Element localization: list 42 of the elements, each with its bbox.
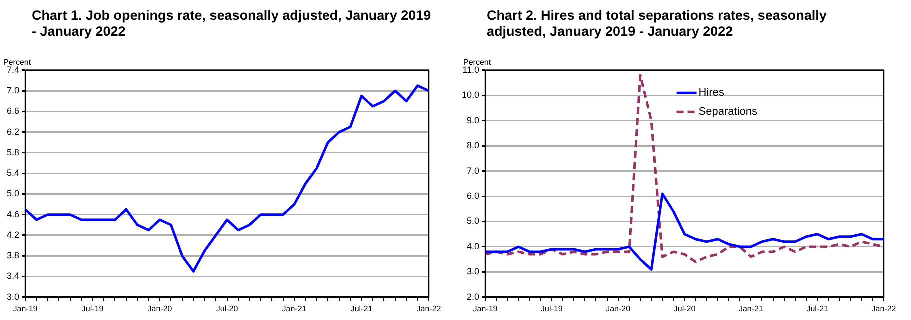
y-tick-label: 5.4 bbox=[6, 168, 20, 178]
x-tick-label: Jan-19 bbox=[13, 304, 38, 314]
y-tick-label: 5.0 bbox=[6, 188, 20, 199]
y-tick-label: 4.2 bbox=[6, 230, 20, 240]
y-tick-label: 6.0 bbox=[467, 190, 480, 201]
y-tick-label: 7.0 bbox=[6, 86, 20, 96]
y-tick-label: 9.0 bbox=[467, 115, 480, 126]
y-tick-label: 6.2 bbox=[6, 126, 20, 137]
y-axis-title: Percent bbox=[4, 58, 32, 67]
y-tick-label: 8.0 bbox=[467, 140, 480, 151]
x-tick-label: Jan-21 bbox=[738, 304, 764, 314]
y-tick-label: 5.8 bbox=[6, 147, 20, 158]
y-tick-label: 3.8 bbox=[6, 250, 20, 261]
x-tick-label: Jan-20 bbox=[606, 304, 632, 314]
x-tick-label: Jul-20 bbox=[216, 304, 239, 314]
y-tick-label: 11.0 bbox=[462, 64, 480, 75]
y-tick-label: 5.0 bbox=[467, 216, 480, 226]
x-tick-label: Jul-21 bbox=[350, 304, 374, 314]
y-tick-label: 10.0 bbox=[462, 90, 480, 100]
x-tick-label: Jan-19 bbox=[473, 304, 498, 314]
x-tick-label: Jul-21 bbox=[806, 304, 830, 314]
x-tick-label: Jul-19 bbox=[82, 304, 104, 314]
x-tick-label: Jul-20 bbox=[674, 304, 696, 314]
x-tick-label: Jan-22 bbox=[416, 304, 442, 314]
x-tick-label: Jan-21 bbox=[282, 304, 308, 314]
y-tick-label: 3.0 bbox=[467, 266, 480, 277]
y-tick-label: 3.0 bbox=[6, 292, 20, 302]
legend-label: Separations bbox=[698, 106, 758, 118]
chart-title: Chart 2. Hires and total separations rates, seasonally adjusted, January 2019 - January 2022 bbox=[487, 8, 828, 40]
y-tick-label: 4.0 bbox=[467, 241, 480, 252]
y-tick-label: 6.6 bbox=[6, 106, 20, 116]
chart-title: Chart 1. Job openings rate, seasonally adjusted, January 2019 - January 2022 bbox=[32, 8, 432, 40]
y-tick-label: 7.4 bbox=[6, 64, 20, 75]
y-tick-label: 2.0 bbox=[467, 292, 480, 302]
x-tick-label: Jul-19 bbox=[541, 304, 564, 314]
y-axis-title: Percent bbox=[464, 58, 492, 67]
x-tick-label: Jan-22 bbox=[872, 304, 897, 314]
y-tick-label: 7.0 bbox=[467, 166, 480, 176]
y-tick-label: 4.6 bbox=[6, 209, 20, 220]
x-tick-label: Jan-20 bbox=[148, 304, 173, 314]
legend-label: Hires bbox=[698, 87, 725, 100]
y-tick-label: 3.4 bbox=[6, 271, 20, 282]
